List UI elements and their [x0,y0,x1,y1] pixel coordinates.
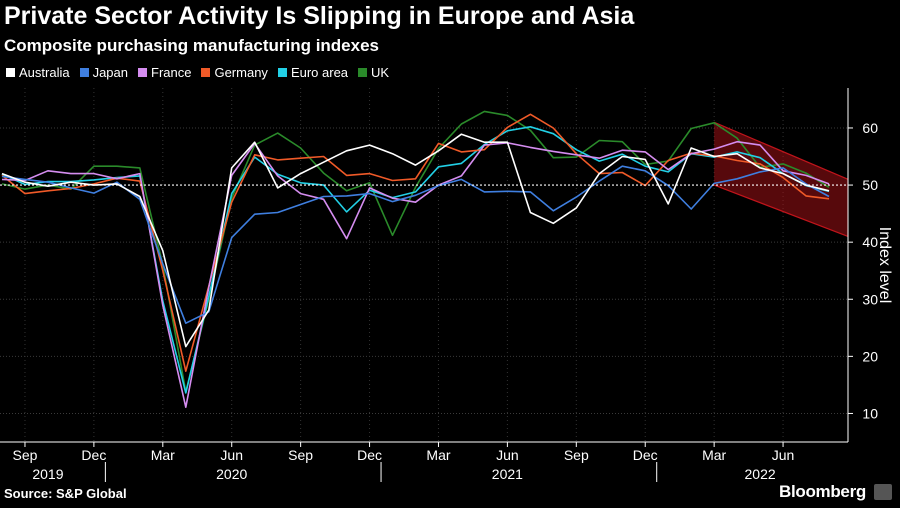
series-line-france [1,140,830,408]
legend-swatch [79,68,89,77]
legend-swatch [358,68,368,77]
legend-label: France [151,65,192,80]
legend-label: Australia [19,65,70,80]
legend-label: Japan [92,65,128,80]
y-tick-label: 10 [862,405,878,421]
legend-label: UK [371,65,390,80]
axes: 10 20 30 40 50 60 Index level Sep Dec Mar Jun Sep De… [0,88,893,482]
source-note: Source: S&P Global [4,486,127,501]
x-tick-label: Jun [772,447,795,463]
x-tick-label: Jun [496,447,519,463]
trend-channel-lower [713,184,849,238]
year-label: 2020 [216,466,247,482]
x-tick-label: Dec [357,447,382,463]
x-tick-label: Dec [633,447,658,463]
legend-item-japan: Japan [79,65,128,80]
x-tick-label: Mar [151,447,175,463]
legend-item-euro-area: Euro area [277,65,349,80]
y-tick-label: 40 [862,234,878,250]
legend-item-uk: UK [358,65,389,80]
legend-label: Euro area [290,65,349,80]
bloomberg-logo: Bloomberg [778,482,866,501]
y-tick-label: 30 [862,291,878,307]
series-line-uk [1,110,830,393]
chart-title: Private Sector Activity Is Slipping in E… [4,2,635,30]
y-axis-label: Index level [876,227,893,304]
x-tick-label: Sep [288,447,313,463]
series-line-australia [1,133,830,348]
x-tick-label: Dec [81,447,106,463]
y-tick-label: 50 [862,177,878,193]
x-tick-label: Mar [702,447,726,463]
legend-item-germany: Germany [201,65,268,80]
gridlines [0,88,848,442]
legend-swatch [201,68,211,77]
legend-swatch [277,68,287,77]
x-tick-label: Sep [13,447,38,463]
year-label: 2021 [492,466,523,482]
legend-item-france: France [138,65,191,80]
series-lines [1,110,830,408]
series-line-japan [1,165,830,324]
year-label: 2019 [32,466,63,482]
trend-channel-upper [713,121,849,180]
year-label: 2022 [745,466,776,482]
legend: Australia Japan France Germany Euro area UK [6,65,389,80]
legend-swatch [138,68,147,77]
chart-subtitle: Composite purchasing manufacturing index… [4,36,380,55]
y-tick-label: 20 [862,348,878,364]
legend-label: Germany [214,65,268,80]
legend-swatch [6,68,15,77]
y-tick-label: 60 [862,120,878,136]
legend-item-australia: Australia [6,65,70,80]
x-tick-label: Sep [564,447,589,463]
x-tick-label: Jun [220,447,243,463]
logo-icon [874,484,892,500]
x-tick-label: Mar [426,447,450,463]
